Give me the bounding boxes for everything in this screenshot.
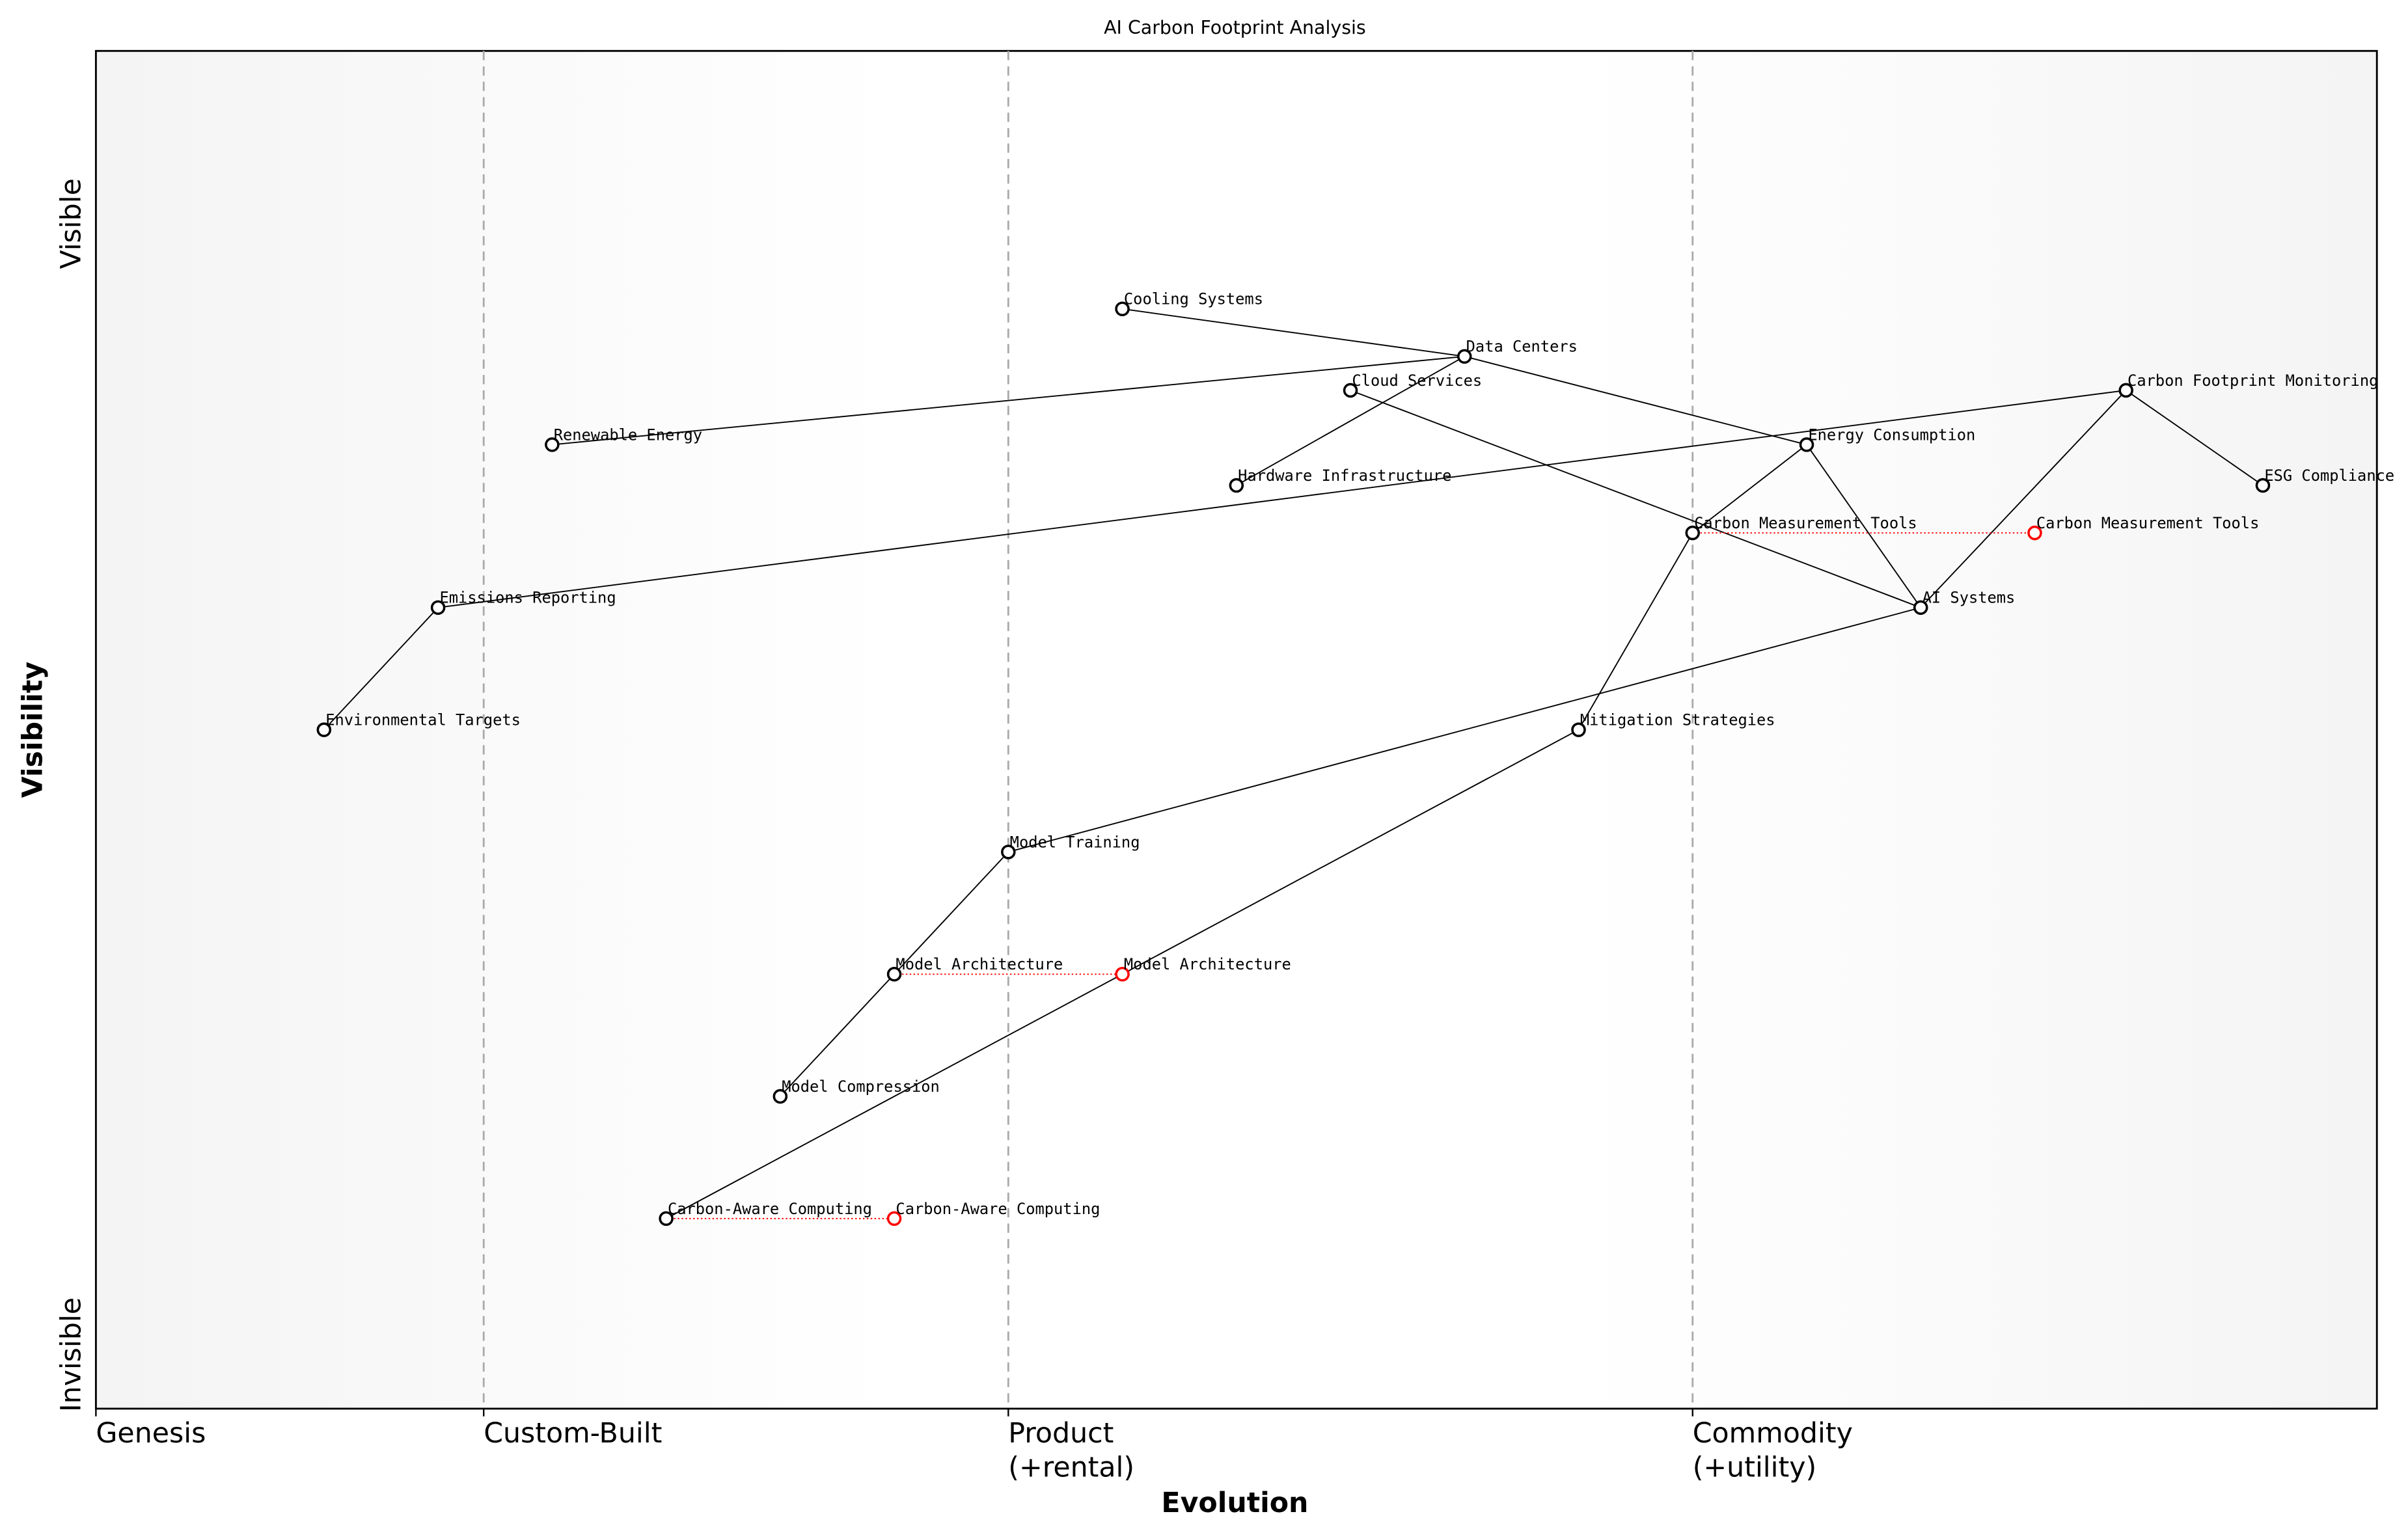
evolved-component-node[interactable] [886, 1211, 902, 1226]
component-node[interactable] [2118, 383, 2133, 398]
dependency-link [1578, 532, 1693, 731]
component-label: Environmental Targets [325, 711, 521, 729]
dependency-link [437, 390, 2126, 608]
evolved-component-label: Model Architecture [1124, 955, 1291, 973]
x-axis-title: Evolution [1161, 1487, 1308, 1519]
dependency-link [780, 973, 895, 1097]
component-node[interactable] [1001, 845, 1016, 859]
y-axis-title: Visibility [16, 662, 49, 798]
component-label: ESG Compliance [2264, 467, 2394, 485]
y-top-label: Visible [55, 178, 88, 269]
component-node[interactable] [1913, 600, 1928, 616]
component-node[interactable] [430, 600, 446, 616]
component-label: Cooling Systems [1124, 290, 1263, 308]
component-node[interactable] [659, 1211, 674, 1226]
component-node[interactable] [886, 967, 902, 982]
component-node[interactable] [1229, 478, 1244, 493]
component-label: Emissions Reporting [439, 589, 616, 607]
plot-area [94, 49, 2378, 1410]
dependency-link [1008, 606, 1921, 853]
component-label: Data Centers [1466, 338, 1578, 356]
dependency-link [1122, 308, 1465, 357]
component-node[interactable] [1685, 525, 1701, 541]
component-node[interactable] [1343, 383, 1358, 398]
component-node[interactable] [1799, 437, 1814, 452]
dependency-link [1464, 355, 1807, 446]
dependency-link [1920, 390, 2127, 608]
dependency-link [323, 607, 439, 731]
component-node[interactable] [1571, 722, 1586, 737]
component-node[interactable] [1115, 301, 1130, 317]
dependency-link [1692, 444, 1807, 534]
component-node[interactable] [316, 722, 332, 737]
component-label: Mitigation Strategies [1580, 711, 1775, 729]
evolved-component-label: Carbon Measurement Tools [2036, 514, 2260, 532]
component-node[interactable] [773, 1089, 788, 1104]
component-label: Hardware Infrastructure [1238, 467, 1451, 485]
dependency-link [1236, 355, 1465, 486]
component-label: Carbon Measurement Tools [1694, 514, 1917, 532]
y-bottom-label: Invisible [55, 1297, 88, 1412]
component-label: Model Architecture [896, 955, 1063, 973]
evolved-component-node[interactable] [2027, 525, 2042, 541]
dependency-link [2126, 390, 2264, 486]
evolved-component-node[interactable] [1115, 967, 1130, 982]
stage-label: Product (+rental) [1008, 1417, 1134, 1483]
evolved-component-label: Carbon-Aware Computing [896, 1200, 1100, 1218]
component-label: Cloud Services [1352, 372, 1482, 390]
component-label: Renewable Energy [554, 426, 702, 444]
component-node[interactable] [545, 437, 560, 452]
dependency-link [1806, 444, 1922, 608]
stage-label: Genesis [96, 1417, 206, 1450]
component-label: AI Systems [1922, 589, 2016, 607]
stage-label: Commodity (+utility) [1693, 1417, 1853, 1483]
dependency-link [552, 355, 1465, 446]
component-label: Model Compression [782, 1077, 940, 1096]
component-node[interactable] [1457, 349, 1472, 364]
component-label: Carbon-Aware Computing [668, 1200, 872, 1218]
stage-label: Custom-Built [484, 1417, 662, 1450]
dependency-link [894, 851, 1009, 975]
component-label: Carbon Footprint Monitoring [2128, 372, 2378, 390]
component-node[interactable] [2255, 478, 2271, 493]
chart-title: AI Carbon Footprint Analysis [1104, 17, 1366, 38]
component-label: Energy Consumption [1808, 426, 1975, 444]
dependency-link [1350, 390, 1921, 608]
component-label: Model Training [1010, 833, 1140, 851]
